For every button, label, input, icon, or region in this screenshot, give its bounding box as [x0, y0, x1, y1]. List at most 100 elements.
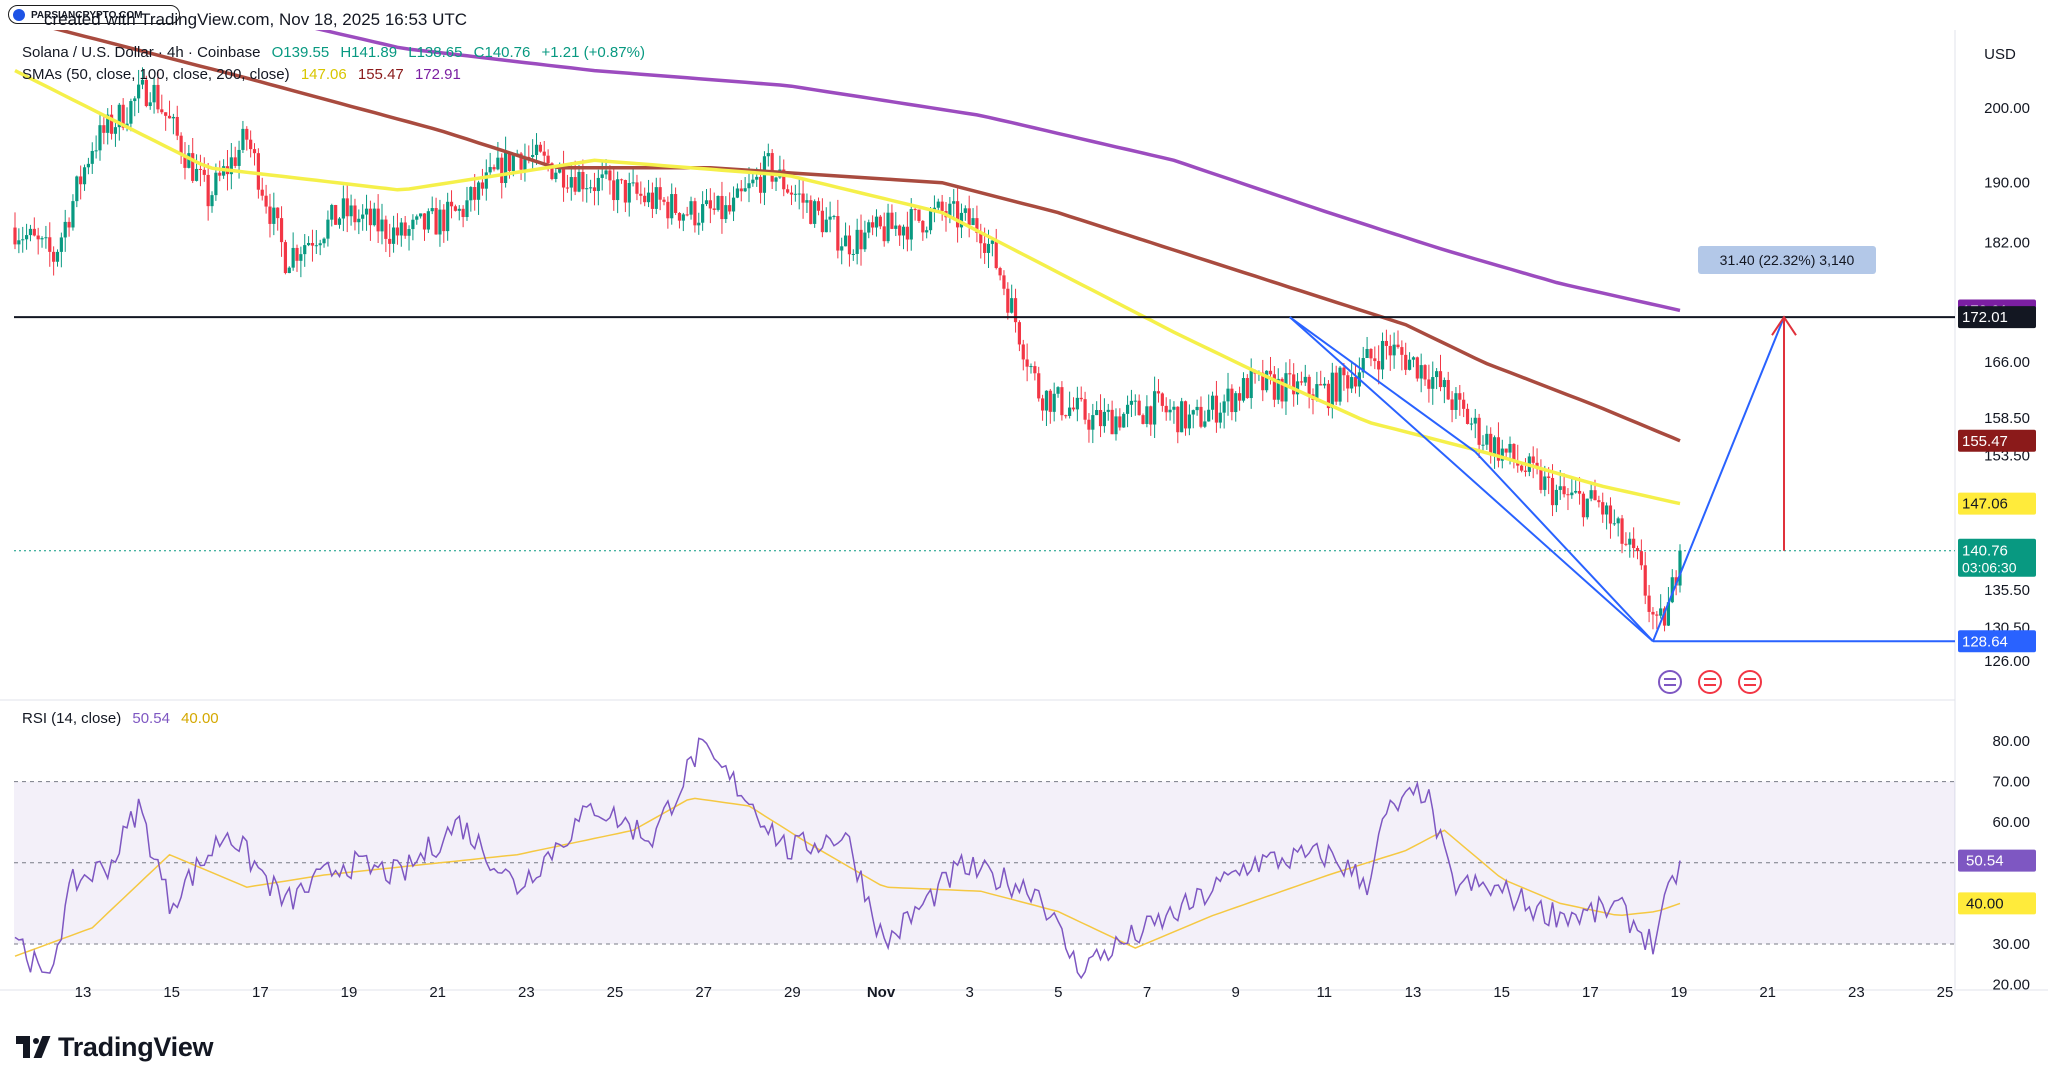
candle-body: [1168, 409, 1172, 413]
candle-body: [1346, 375, 1350, 389]
candle-body: [1234, 393, 1238, 413]
candle-body: [1226, 388, 1230, 402]
candle-body: [816, 201, 821, 211]
sma200-line: [315, 30, 1681, 313]
rsi-ma-value: 40.00: [181, 710, 219, 727]
candle-body: [1373, 358, 1377, 362]
candle-body: [372, 208, 376, 226]
candle-body: [874, 216, 879, 228]
candle-body: [241, 128, 245, 150]
candle-body: [492, 167, 496, 170]
target-arrow-head: [1771, 315, 1797, 336]
candle-body: [1659, 608, 1663, 616]
rsi-tick-label: 30.00: [1992, 936, 2030, 953]
candle-body: [117, 104, 121, 128]
candle-body: [264, 195, 268, 207]
candle-body: [500, 157, 504, 184]
candle-body: [1477, 417, 1481, 445]
candle-body: [1581, 493, 1586, 518]
candle-body: [1535, 462, 1539, 468]
ohlc-low: L138.65: [408, 44, 463, 61]
currency-selector[interactable]: USD: [1984, 46, 2016, 63]
candle-body: [36, 235, 40, 240]
candle-body: [399, 222, 403, 236]
candle-body: [1639, 551, 1643, 566]
price-tick-label: 200.00: [1984, 100, 2030, 117]
candle-body: [1419, 365, 1423, 379]
candle-body: [1145, 406, 1149, 424]
rsi-legend-label: RSI (14, close): [22, 710, 122, 727]
candle-body: [936, 201, 940, 208]
candle-body: [894, 225, 898, 229]
candle-body: [832, 216, 836, 218]
candle-body: [1500, 448, 1504, 461]
candle-body: [349, 205, 353, 217]
rsi-badge-label: 40.00: [1966, 895, 2004, 912]
candle-body: [1048, 390, 1052, 412]
candle-body: [229, 157, 233, 175]
price-badge-label: 128.64: [1962, 633, 2008, 650]
candle-body: [1280, 378, 1284, 402]
candle-body: [1098, 410, 1103, 427]
candle-body: [1203, 421, 1207, 427]
candle-body: [1643, 565, 1647, 596]
candle-body: [623, 180, 627, 203]
candle-body: [766, 153, 770, 157]
candle-body: [496, 157, 500, 170]
candle-body: [1029, 366, 1033, 368]
candle-body: [256, 153, 260, 190]
candle-body: [1388, 345, 1392, 356]
candle-body: [1230, 388, 1234, 413]
candle-body: [1608, 505, 1613, 524]
candle-body: [1268, 370, 1273, 375]
candle-body: [523, 156, 527, 170]
candle-body: [279, 218, 284, 243]
rsi-legend[interactable]: RSI (14, close) 50.54 40.00: [22, 710, 226, 727]
candle-body: [1450, 399, 1454, 410]
candle-body: [1276, 378, 1280, 400]
candle-body: [612, 180, 616, 201]
candle-body: [511, 154, 515, 171]
candle-body: [824, 219, 828, 233]
candle-body: [1350, 377, 1354, 389]
candle-body: [1562, 486, 1566, 495]
time-tick-label: 23: [1848, 984, 1865, 1001]
candle-body: [813, 201, 817, 224]
candle-body: [843, 235, 848, 247]
candle-body: [380, 219, 384, 232]
candle-body: [1153, 391, 1157, 425]
candle-body: [415, 216, 419, 220]
candle-body: [1589, 490, 1593, 499]
candle-body: [334, 204, 338, 225]
candle-body: [1632, 538, 1636, 549]
price-tick-label: 126.00: [1984, 653, 2030, 670]
candle-body: [662, 199, 666, 202]
candle-body: [287, 267, 291, 274]
candle-body: [1624, 543, 1628, 545]
candle-body: [407, 229, 411, 236]
candle-body: [1183, 401, 1188, 429]
candle-body: [306, 242, 311, 246]
candle-body: [670, 194, 674, 219]
candle-body: [1404, 354, 1408, 370]
symbol-legend[interactable]: Solana / U.S. Dollar · 4h · Coinbase O13…: [22, 44, 652, 61]
candle-body: [1052, 393, 1056, 412]
candle-body: [955, 201, 960, 228]
candle-body: [1071, 407, 1076, 410]
candle-body: [1473, 417, 1477, 424]
candle-body: [310, 242, 315, 246]
candle-body: [411, 219, 415, 230]
candle-body: [1095, 410, 1099, 416]
sma200-value: 172.91: [414, 66, 461, 83]
candle-body: [643, 195, 647, 203]
candle-body: [82, 167, 87, 185]
candle-body: [1238, 393, 1242, 401]
candle-body: [148, 102, 152, 107]
candle-body: [152, 84, 156, 103]
candle-body: [1191, 410, 1195, 415]
sma-legend[interactable]: SMAs (50, close, 100, close, 200, close)…: [22, 66, 468, 83]
candle-body: [704, 200, 709, 205]
candle-body: [871, 222, 875, 228]
candle-body: [426, 211, 430, 230]
